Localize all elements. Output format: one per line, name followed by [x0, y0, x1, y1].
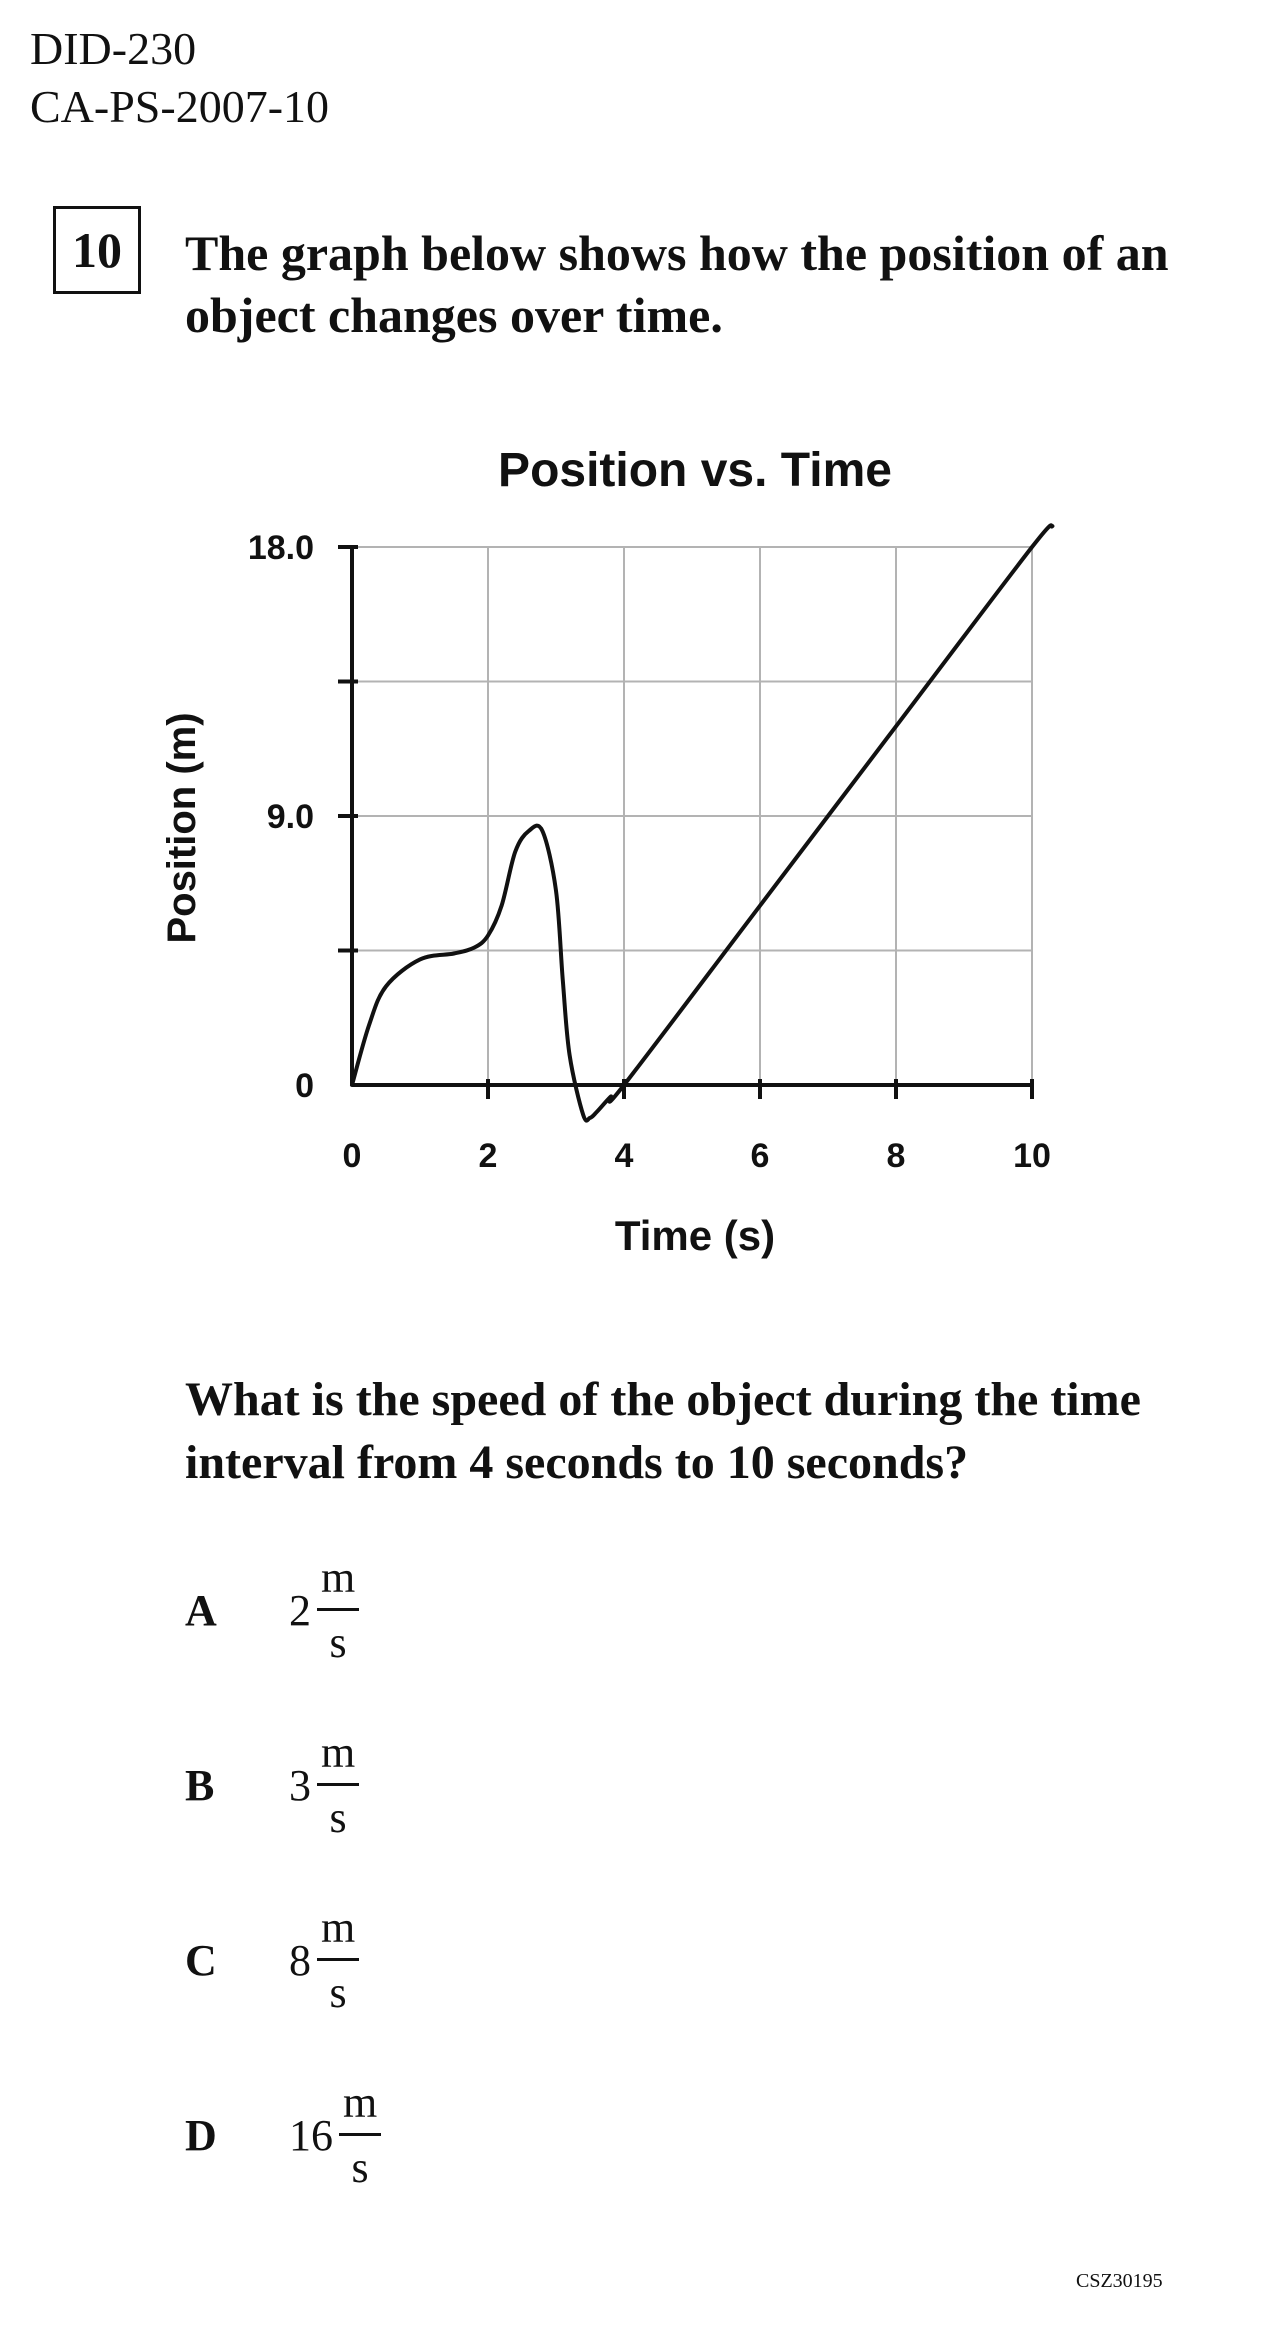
choice-value: 8 — [289, 1935, 311, 1985]
unit-numerator: m — [317, 1730, 360, 1786]
choice-b[interactable]: B 3 m s — [185, 1720, 360, 1850]
chart-tick-labels: 0 2 4 6 8 10 0 9.0 18.0 — [248, 529, 1051, 1175]
choice-c[interactable]: C 8 m s — [185, 1895, 360, 2025]
unit-fraction: m s — [339, 2080, 382, 2192]
unit-numerator: m — [317, 1555, 360, 1611]
choice-letter: D — [185, 2110, 217, 2160]
y-tick-label: 9.0 — [267, 798, 314, 836]
y-tick-label: 18.0 — [248, 529, 314, 567]
unit-numerator: m — [339, 2080, 382, 2136]
chart-grid — [352, 546, 1033, 1085]
document-id: DID-230 — [30, 23, 197, 74]
choice-value: 3 — [289, 1760, 311, 1810]
x-tick-label: 10 — [1013, 1137, 1051, 1175]
unit-fraction: m s — [317, 1555, 360, 1667]
x-tick-label: 2 — [479, 1137, 498, 1175]
series-line-position — [350, 523, 1055, 1123]
unit-denominator: s — [351, 2142, 369, 2192]
unit-fraction: m s — [317, 1905, 360, 2017]
y-axis-label: Position (m) — [160, 712, 204, 943]
unit-fraction: m s — [317, 1730, 360, 1842]
choice-d[interactable]: D 16 m s — [185, 2070, 382, 2200]
choice-letter: B — [185, 1760, 215, 1810]
question-prompt: The graph below shows how the position o… — [185, 225, 1169, 343]
x-tick-label: 6 — [751, 1137, 770, 1175]
choice-a[interactable]: A 2 m s — [185, 1545, 360, 1675]
question-number: 10 — [72, 222, 122, 278]
question-number-box: 10 — [53, 206, 141, 294]
chart-title: Position vs. Time — [498, 444, 892, 497]
unit-numerator: m — [317, 1905, 360, 1961]
unit-denominator: s — [329, 1617, 347, 1667]
item-code: CSZ30195 — [1076, 2270, 1163, 2292]
choice-letter: A — [185, 1585, 217, 1635]
chart-ticks — [338, 545, 1034, 1099]
x-tick-label: 4 — [615, 1137, 634, 1175]
choice-value: 16 — [289, 2110, 333, 2160]
document-code: CA-PS-2007-10 — [30, 81, 330, 132]
unit-denominator: s — [329, 1792, 347, 1842]
x-tick-label: 0 — [343, 1137, 362, 1175]
question-text: What is the speed of the object during t… — [185, 1373, 1141, 1489]
position-time-chart: Position vs. Time 0 2 4 6 8 10 0 9.0 18.0 Time (… — [160, 444, 1055, 1259]
choice-value: 2 — [289, 1585, 311, 1635]
choice-letter: C — [185, 1935, 217, 1985]
unit-denominator: s — [329, 1967, 347, 2017]
x-tick-label: 8 — [887, 1137, 906, 1175]
x-axis-label: Time (s) — [615, 1212, 775, 1259]
y-tick-label: 0 — [295, 1067, 314, 1105]
